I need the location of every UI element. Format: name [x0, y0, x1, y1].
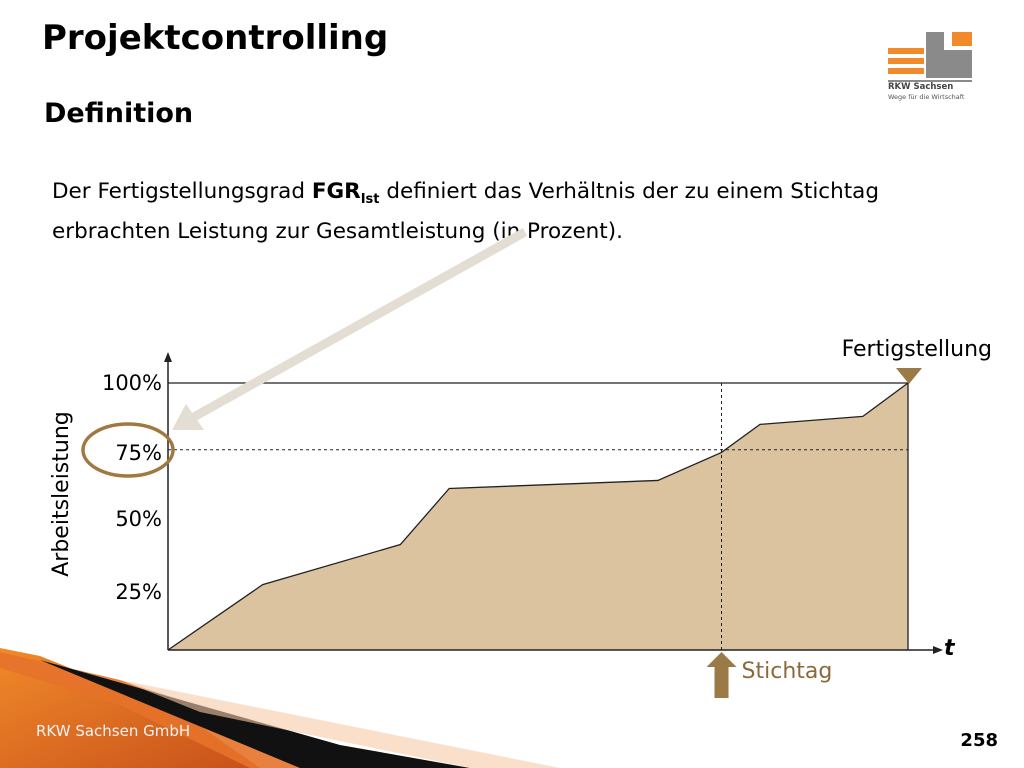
definition-text-end: definiert das Verhältnis der zu einem St… — [52, 179, 880, 244]
page-number: 258 — [960, 730, 998, 751]
stichtag-label: Stichtag — [742, 659, 833, 684]
logo-name: RKW Sachsen — [888, 82, 954, 92]
area-fill — [168, 383, 908, 650]
completion-label: Fertigstellung — [842, 337, 992, 362]
logo-mark — [888, 32, 972, 82]
pointer-arrow-shaft — [189, 228, 528, 422]
fgr-term: FGR — [311, 179, 361, 204]
slide-subtitle: Definition — [44, 98, 194, 129]
y-axis-label: Arbeitsleistung — [49, 411, 74, 577]
footer-company: RKW Sachsen GmbH — [36, 722, 191, 740]
x-axis-arrowhead — [933, 646, 943, 654]
slide-title: Projektcontrolling — [42, 18, 389, 58]
definition-text-start: Der Fertigstellungsgrad — [52, 179, 312, 204]
highlight-circle — [81, 422, 175, 478]
y-axis-arrowhead — [164, 352, 172, 362]
logo-tagline: Wege für die Wirtschaft — [888, 93, 965, 101]
x-axis-label: t — [944, 636, 956, 661]
definition-text: Der Fertigstellungsgrad FGRIst definiert… — [52, 176, 952, 248]
y-tick-label-100: 100% — [102, 371, 162, 395]
pointer-arrow-head — [172, 404, 204, 430]
fgr-subscript: Ist — [360, 192, 380, 207]
y-tick-label-50: 50% — [115, 507, 162, 531]
stichtag-arrow-shaft — [714, 666, 729, 698]
completion-marker — [896, 368, 922, 384]
y-tick-label-75: 75% — [115, 441, 162, 465]
y-tick-label-25: 25% — [115, 580, 162, 604]
stichtag-arrow-head — [706, 652, 737, 667]
